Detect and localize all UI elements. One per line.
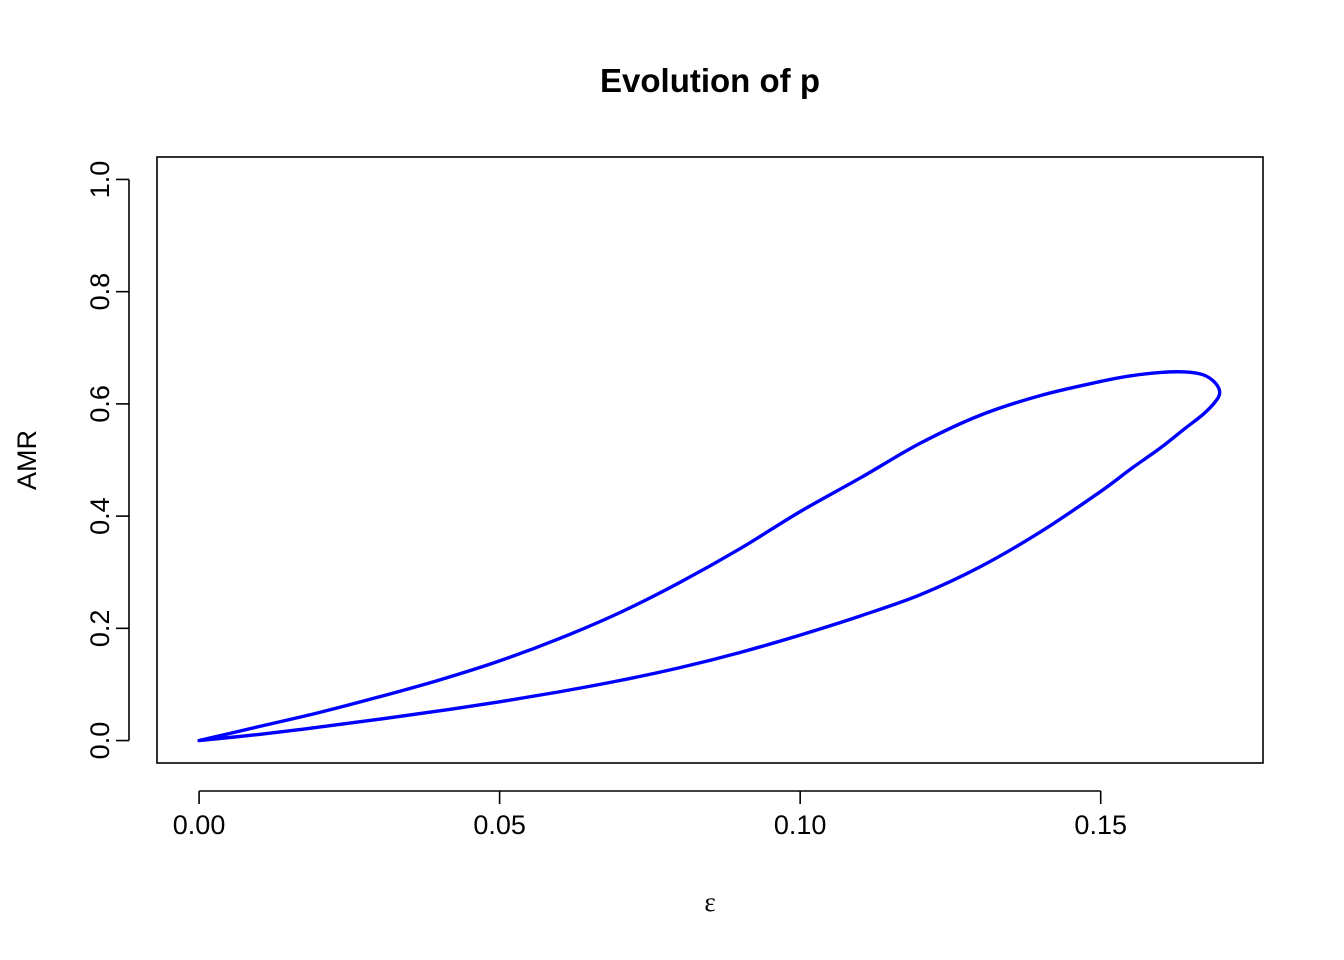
x-axis-label: ε <box>704 887 715 917</box>
y-tick-label: 1.0 <box>85 161 115 199</box>
x-tick-label: 0.10 <box>774 810 827 840</box>
y-tick-label: 0.0 <box>85 722 115 760</box>
x-tick-label: 0.00 <box>173 810 226 840</box>
x-tick-label: 0.05 <box>473 810 526 840</box>
chart-title: Evolution of p <box>600 62 820 99</box>
x-axis: 0.00 0.05 0.10 0.15 <box>173 790 1127 840</box>
y-tick-label: 0.6 <box>85 385 115 423</box>
x-tick-label: 0.15 <box>1074 810 1127 840</box>
y-tick-label: 0.4 <box>85 497 115 535</box>
series-layer <box>197 370 1222 743</box>
y-axis: 0.0 0.2 0.4 0.6 0.8 1.0 <box>85 161 130 760</box>
y-axis-label: AMR <box>12 430 42 490</box>
plot-frame <box>156 156 1264 764</box>
y-tick-label: 0.8 <box>85 273 115 311</box>
series-line <box>197 370 1222 743</box>
y-tick-label: 0.2 <box>85 610 115 648</box>
